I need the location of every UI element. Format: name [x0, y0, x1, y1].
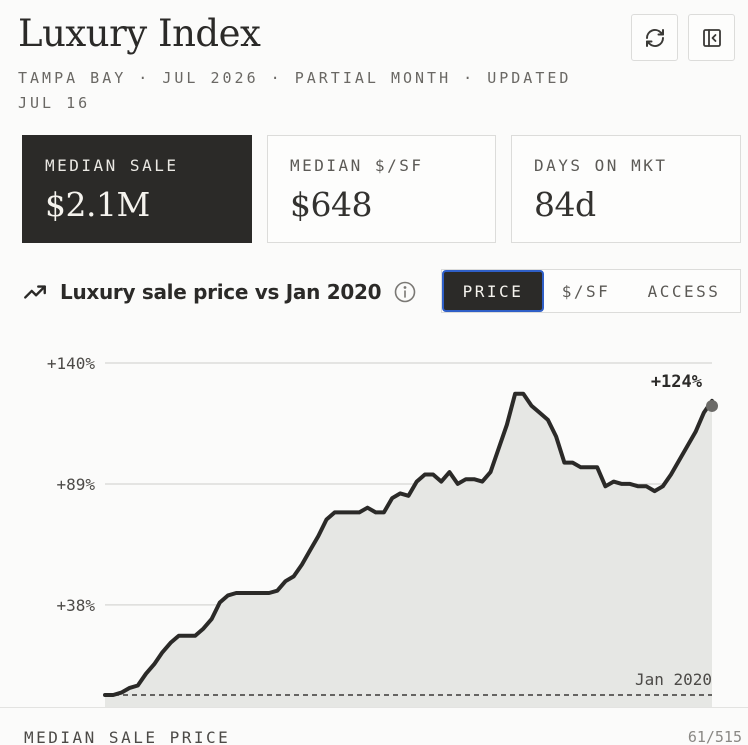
- stat-label: MEDIAN $/SF: [290, 156, 424, 175]
- chart-area-fill: [105, 393, 712, 707]
- y-tick-label: +38%: [56, 596, 95, 615]
- chart-header: Luxury sale price vs Jan 2020: [22, 272, 417, 312]
- price-index-chart: +38% +89% +140% Jan 2020 +124%: [47, 354, 718, 707]
- chart-series-line: [103, 391, 714, 697]
- chart-end-point: [706, 399, 718, 412]
- tab-price[interactable]: PRICE: [442, 270, 544, 312]
- footer-count: 61/515: [687, 728, 742, 745]
- footer-label: MEDIAN SALE PRICE: [24, 728, 231, 745]
- chart-end-label: +124%: [651, 372, 703, 392]
- tab-price-per-sf[interactable]: $/SF: [561, 281, 611, 301]
- y-tick-label: +89%: [56, 475, 95, 494]
- refresh-button[interactable]: [631, 14, 678, 61]
- metric-toggle: PRICE $/SF ACCESS: [441, 269, 741, 313]
- page-title: Luxury Index: [18, 12, 261, 55]
- footer-bar: MEDIAN SALE PRICE 61/515: [0, 707, 748, 745]
- stat-value: $648: [290, 185, 372, 224]
- stat-card-days-on-market[interactable]: DAYS ON MKT 84d: [511, 135, 741, 243]
- page-subtitle: TAMPA BAY · JUL 2026 · PARTIAL MONTH · U…: [18, 69, 572, 112]
- stat-card-median-sale[interactable]: MEDIAN SALE $2.1M: [22, 135, 252, 243]
- chart-title: Luxury sale price vs Jan 2020: [60, 280, 382, 304]
- collapse-panel-button[interactable]: [688, 14, 735, 61]
- stat-value: $2.1M: [45, 185, 150, 224]
- y-tick-label: +140%: [47, 354, 96, 373]
- stat-value: 84d: [534, 185, 596, 224]
- stat-card-median-psf[interactable]: MEDIAN $/SF $648: [267, 135, 496, 243]
- trending-up-icon: [24, 285, 46, 299]
- stat-label: MEDIAN SALE: [45, 156, 179, 175]
- refresh-icon: [645, 28, 664, 47]
- info-icon[interactable]: [393, 280, 417, 304]
- stat-label: DAYS ON MKT: [534, 156, 668, 175]
- tab-access[interactable]: ACCESS: [647, 281, 721, 301]
- sidebar-collapse-icon: [702, 28, 721, 47]
- baseline-label: Jan 2020: [635, 670, 712, 689]
